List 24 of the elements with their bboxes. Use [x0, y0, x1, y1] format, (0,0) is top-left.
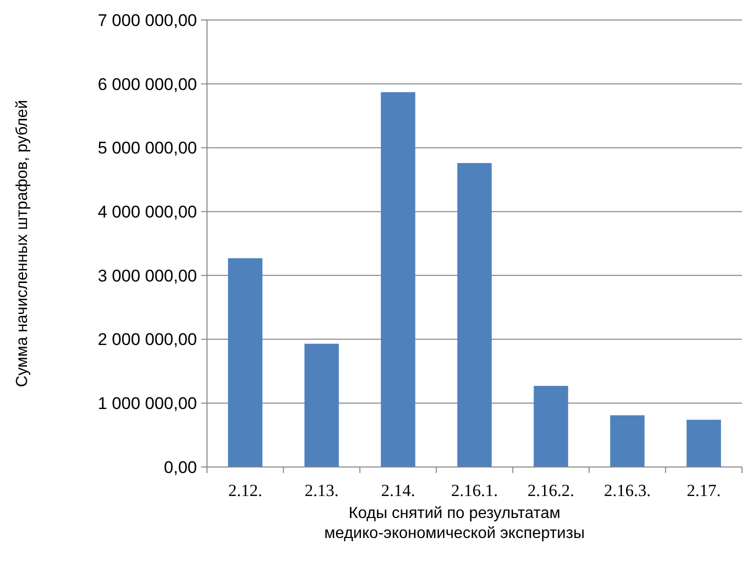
- y-tick-label: 2 000 000,00: [98, 330, 197, 350]
- x-tick-label: 2.17.: [686, 481, 721, 500]
- bar: [534, 386, 568, 467]
- x-tick-label: 2.16.3.: [604, 481, 651, 500]
- y-tick-label: 5 000 000,00: [98, 138, 197, 158]
- x-tick-label: 2.13.: [304, 481, 339, 500]
- bar: [610, 415, 645, 467]
- y-tick-label: 1 000 000,00: [98, 394, 197, 414]
- x-tick-label: 2.16.2.: [528, 481, 574, 500]
- y-axis-title: Сумма начисленных штрафов, рублей: [14, 100, 31, 388]
- x-axis-title: Коды снятий по результатам медико-экономической экспертизы: [324, 505, 585, 542]
- y-tick-label: 4 000 000,00: [98, 202, 197, 222]
- x-tick-label: 2.14.: [381, 481, 416, 500]
- x-tick-label: 2.16.1.: [451, 481, 498, 500]
- bar: [457, 163, 492, 467]
- bar: [686, 420, 721, 467]
- x-tick-label: 2.12.: [228, 481, 262, 500]
- bar: [304, 344, 339, 467]
- y-tick-label: 0,00: [164, 458, 197, 477]
- y-tick-label: 7 000 000,00: [98, 10, 197, 30]
- y-tick-label: 6 000 000,00: [98, 74, 197, 94]
- y-tick-label: 3 000 000,00: [98, 266, 197, 286]
- bar: [228, 258, 262, 467]
- bar: [380, 92, 416, 467]
